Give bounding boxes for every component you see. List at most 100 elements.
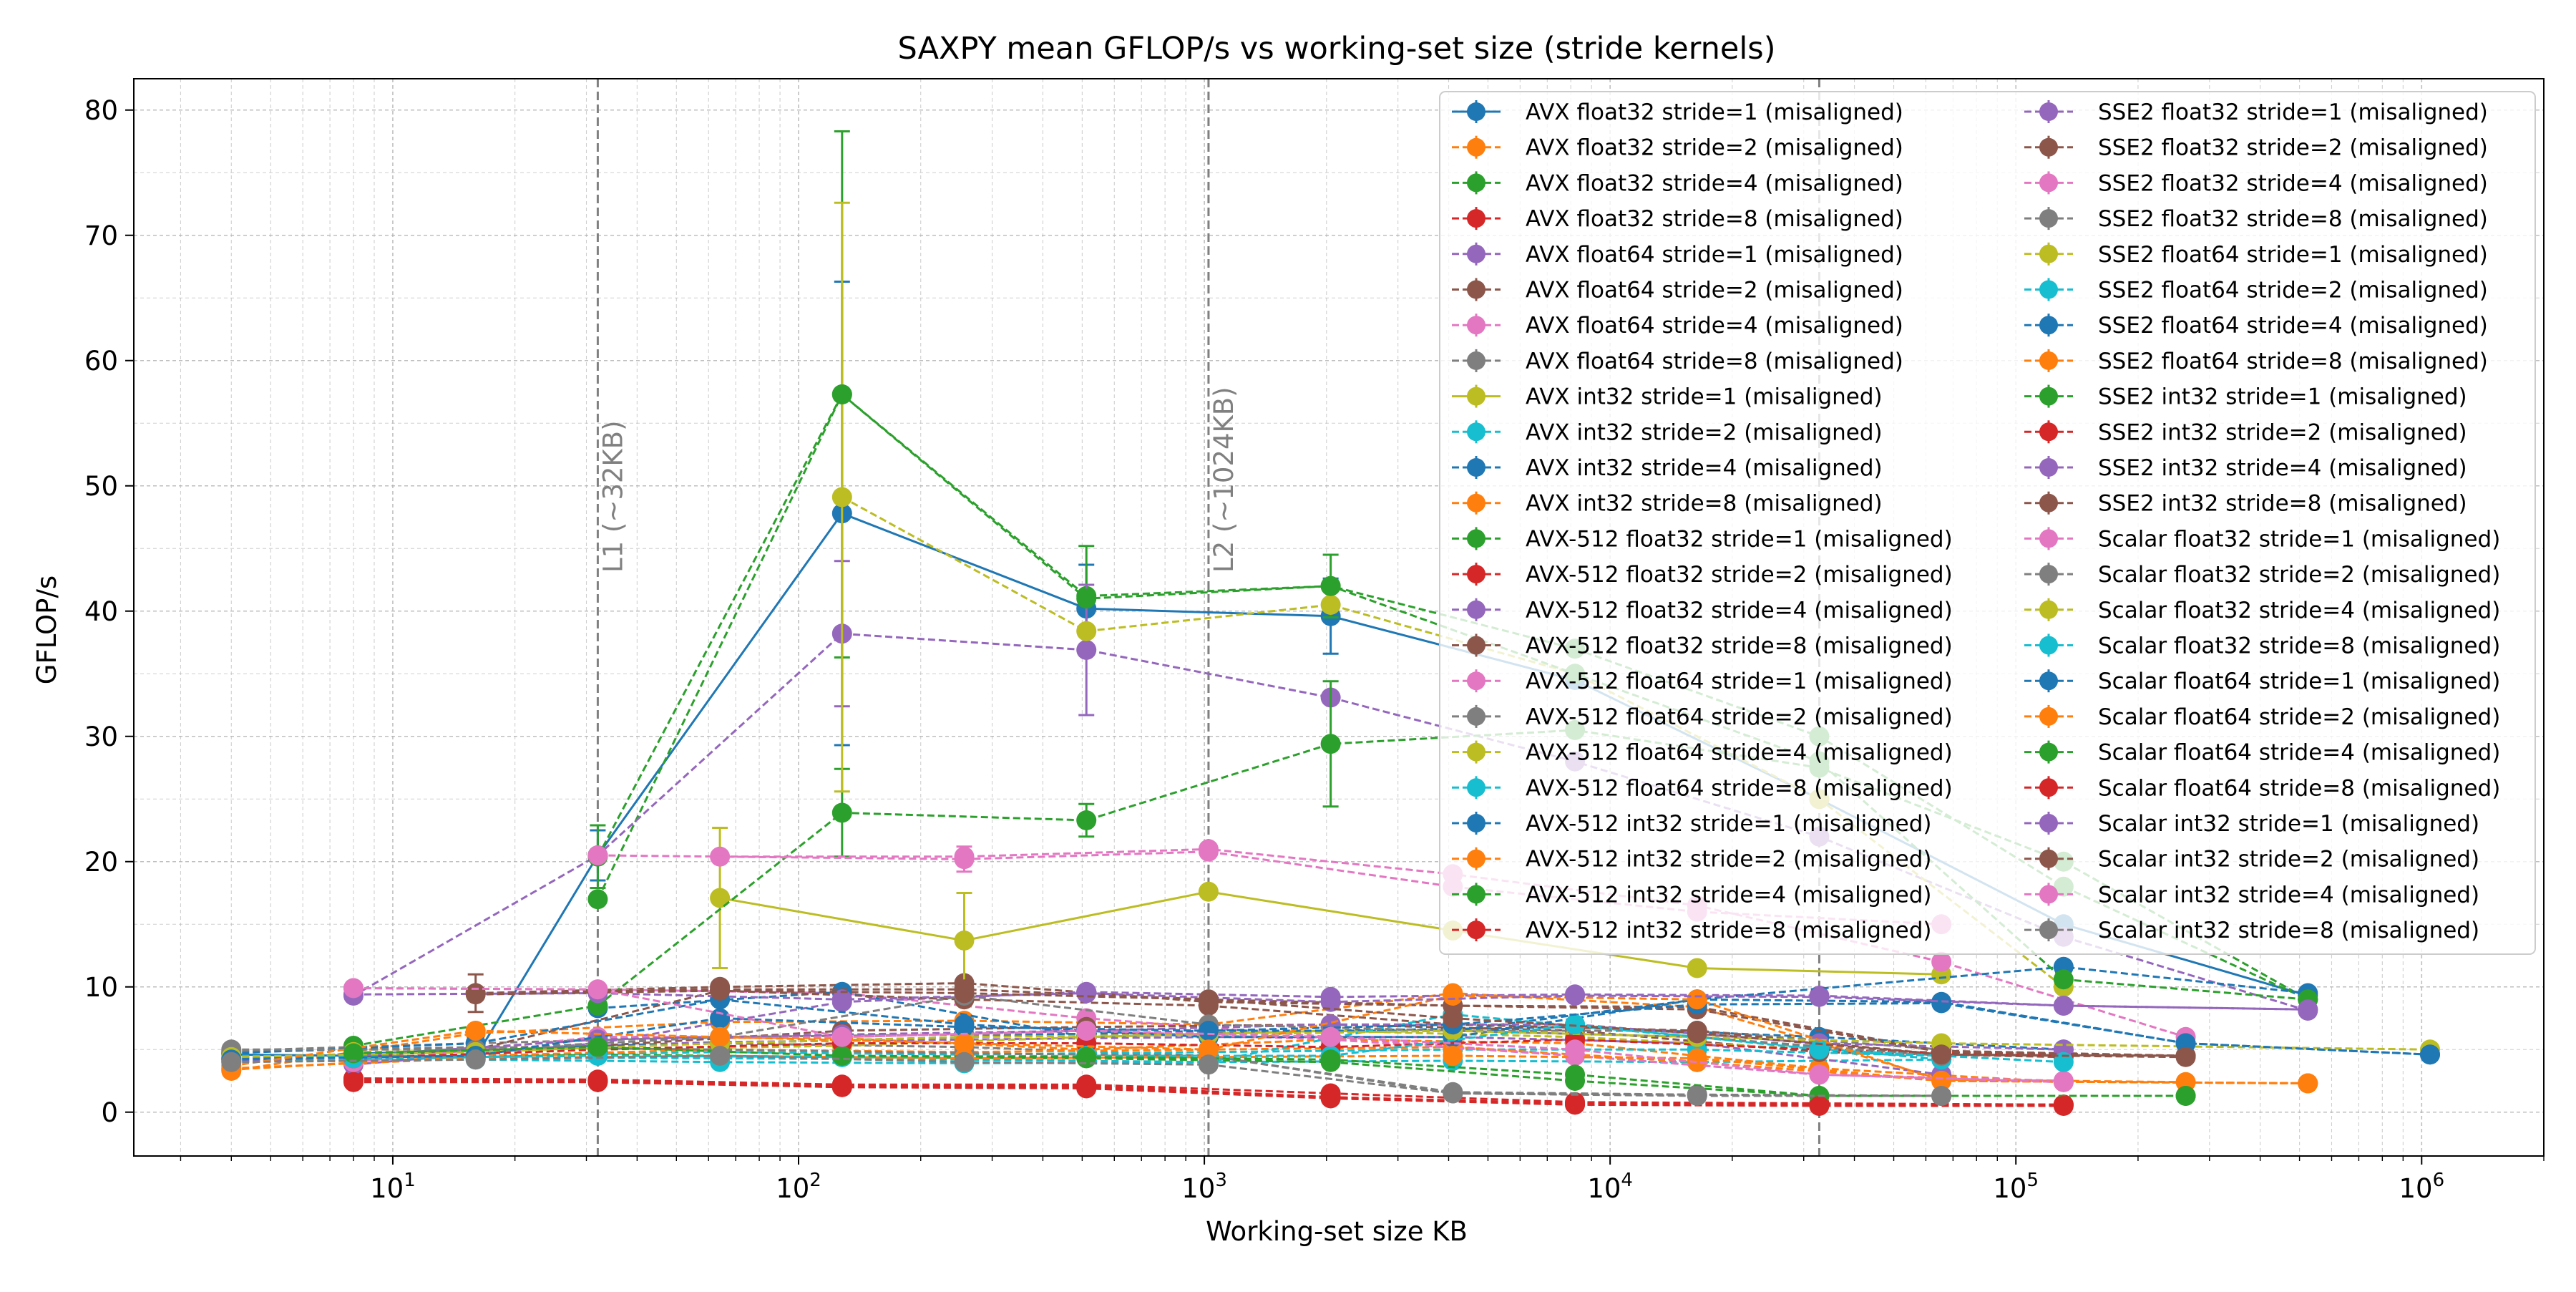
legend-item: SSE2 int32 stride=8 (misaligned) bbox=[2024, 491, 2467, 517]
legend-item: Scalar float32 stride=2 (misaligned) bbox=[2024, 562, 2500, 588]
legend-item: AVX float64 stride=4 (misaligned) bbox=[1452, 313, 1903, 339]
data-point bbox=[587, 979, 608, 1000]
legend-item: Scalar float32 stride=4 (misaligned) bbox=[2024, 598, 2500, 623]
legend-label: Scalar float32 stride=8 (misaligned) bbox=[2098, 633, 2500, 659]
legend-item: AVX float32 stride=1 (misaligned) bbox=[1452, 99, 1903, 125]
data-point bbox=[710, 1046, 731, 1066]
legend-label: AVX-512 int32 stride=4 (misaligned) bbox=[1526, 882, 1931, 908]
legend-label: AVX-512 float64 stride=8 (misaligned) bbox=[1526, 775, 1953, 801]
data-point bbox=[1076, 983, 1097, 1004]
legend-swatch-marker bbox=[2039, 280, 2058, 299]
series-line bbox=[231, 994, 1942, 1057]
legend-label: Scalar float64 stride=8 (misaligned) bbox=[2098, 775, 2500, 801]
series-line bbox=[353, 1046, 2186, 1097]
data-point bbox=[1931, 1071, 1952, 1091]
legend-item: SSE2 float64 stride=8 (misaligned) bbox=[2024, 349, 2488, 374]
series-line bbox=[231, 1054, 1942, 1097]
legend-label: Scalar int32 stride=8 (misaligned) bbox=[2098, 918, 2479, 943]
data-point bbox=[1443, 1008, 1463, 1029]
legend-item: SSE2 float64 stride=1 (misaligned) bbox=[2024, 242, 2488, 268]
data-point bbox=[465, 1049, 486, 1070]
legend-label: AVX int32 stride=8 (misaligned) bbox=[1526, 491, 1883, 517]
y-tick-label: 0 bbox=[101, 1097, 118, 1128]
legend-label: SSE2 float64 stride=1 (misaligned) bbox=[2098, 242, 2488, 268]
data-point bbox=[2175, 1046, 2196, 1067]
x-axis-label: Working-set size KB bbox=[1206, 1216, 1468, 1247]
series-line bbox=[353, 987, 2064, 1084]
data-point bbox=[831, 384, 852, 404]
series-group bbox=[710, 827, 1952, 989]
x-tick-label: 105 bbox=[1993, 1170, 2039, 1204]
legend-swatch-marker bbox=[1467, 921, 1485, 940]
legend-swatch-marker bbox=[1467, 316, 1485, 335]
data-point bbox=[1687, 1048, 1707, 1069]
legend-swatch-marker bbox=[1467, 244, 1485, 263]
legend-label: Scalar float32 stride=2 (misaligned) bbox=[2098, 562, 2500, 588]
legend-label: SSE2 float64 stride=4 (misaligned) bbox=[2098, 313, 2488, 339]
data-point bbox=[2053, 1072, 2074, 1092]
legend-swatch-marker bbox=[1467, 102, 1485, 121]
legend-item: AVX float64 stride=8 (misaligned) bbox=[1452, 349, 1903, 374]
legend-swatch-marker bbox=[2039, 458, 2058, 477]
legend-swatch-marker bbox=[2039, 493, 2058, 513]
legend-swatch-marker bbox=[2039, 742, 2058, 762]
data-point bbox=[831, 1046, 852, 1066]
legend-swatch-marker bbox=[2039, 137, 2058, 157]
series-line bbox=[353, 1081, 2064, 1107]
legend-swatch-marker bbox=[1467, 565, 1485, 584]
legend-swatch-marker bbox=[2039, 778, 2058, 797]
legend-box bbox=[1439, 91, 2536, 955]
legend-swatch-marker bbox=[2039, 244, 2058, 263]
legend-item: AVX float64 stride=2 (misaligned) bbox=[1452, 278, 1903, 303]
series-line bbox=[475, 989, 2186, 1059]
legend-label: AVX float32 stride=4 (misaligned) bbox=[1526, 170, 1903, 196]
legend-swatch-marker bbox=[1467, 351, 1485, 370]
legend-item: AVX-512 float32 stride=4 (misaligned) bbox=[1452, 598, 1953, 623]
legend-swatch-marker bbox=[2039, 600, 2058, 619]
legend-label: AVX int32 stride=2 (misaligned) bbox=[1526, 419, 1883, 445]
data-point bbox=[1687, 1086, 1707, 1106]
data-point bbox=[1809, 1039, 1830, 1060]
data-point bbox=[954, 1016, 975, 1037]
data-point bbox=[1565, 986, 1586, 1006]
data-point bbox=[954, 849, 975, 870]
data-point bbox=[710, 1008, 731, 1029]
legend-item: AVX float64 stride=1 (misaligned) bbox=[1452, 242, 1903, 268]
legend-item: Scalar float64 stride=2 (misaligned) bbox=[2024, 704, 2500, 730]
legend-item: Scalar float32 stride=8 (misaligned) bbox=[2024, 633, 2500, 659]
series-group bbox=[343, 978, 2074, 1092]
series-line bbox=[353, 1023, 2064, 1057]
data-point bbox=[1076, 810, 1097, 830]
legend-item: AVX-512 float64 stride=4 (misaligned) bbox=[1452, 740, 1953, 766]
legend-item: Scalar float32 stride=1 (misaligned) bbox=[2024, 526, 2500, 552]
legend-swatch-marker bbox=[1467, 814, 1485, 832]
data-point bbox=[1076, 1078, 1097, 1099]
cache-boundary-layer: L1 (~32KB) L2 (~1024KB) bbox=[596, 79, 1820, 1156]
legend-item: AVX-512 float32 stride=1 (misaligned) bbox=[1452, 526, 1953, 552]
legend-item: AVX-512 float64 stride=1 (misaligned) bbox=[1452, 669, 1953, 694]
legend-item: AVX-512 int32 stride=8 (misaligned) bbox=[1452, 918, 1931, 943]
legend-label: AVX-512 float32 stride=2 (misaligned) bbox=[1526, 562, 1953, 588]
data-point bbox=[831, 989, 852, 1010]
series-line bbox=[841, 496, 2064, 988]
data-point bbox=[2175, 1086, 2196, 1106]
x-tick-label: 106 bbox=[2399, 1170, 2444, 1204]
legend-swatch-marker bbox=[1467, 778, 1485, 797]
series-group bbox=[221, 986, 2318, 1094]
legend-label: AVX-512 float64 stride=2 (misaligned) bbox=[1526, 704, 1953, 730]
data-point bbox=[1320, 1088, 1341, 1109]
legend-swatch-marker bbox=[2039, 102, 2058, 121]
legend-swatch-marker bbox=[1467, 280, 1485, 299]
legend-item: SSE2 float64 stride=2 (misaligned) bbox=[2024, 278, 2488, 303]
legend-swatch-marker bbox=[1467, 885, 1485, 904]
legend-swatch-marker bbox=[1467, 742, 1485, 762]
data-point bbox=[1076, 1021, 1097, 1041]
data-point bbox=[1198, 881, 1219, 902]
legend-item: Scalar int32 stride=1 (misaligned) bbox=[2024, 811, 2479, 837]
legend-label: SSE2 float32 stride=1 (misaligned) bbox=[2098, 99, 2488, 125]
series-group bbox=[221, 1046, 1952, 1106]
data-point bbox=[343, 978, 364, 999]
legend-swatch-marker bbox=[2039, 209, 2058, 228]
data-point bbox=[1565, 1064, 1586, 1085]
